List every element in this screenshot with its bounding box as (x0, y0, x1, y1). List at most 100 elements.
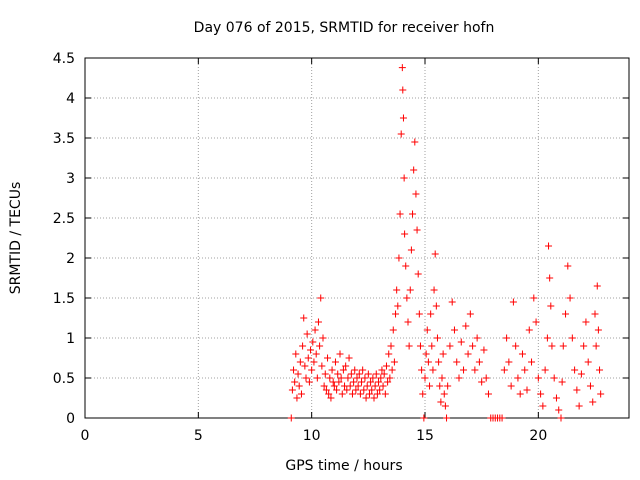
x-tick-label: 15 (416, 428, 434, 444)
data-point (405, 342, 413, 350)
data-point (593, 282, 601, 290)
data-point (418, 366, 426, 374)
data-point (406, 286, 414, 294)
data-point (453, 358, 461, 366)
data-point (394, 302, 402, 310)
data-point (333, 386, 341, 394)
data-point (450, 326, 458, 334)
data-point (403, 294, 411, 302)
data-point (552, 394, 560, 402)
data-point (318, 362, 326, 370)
data-point (304, 354, 312, 362)
data-point (440, 390, 448, 398)
data-point (291, 378, 299, 386)
data-point (591, 310, 599, 318)
data-point (575, 402, 583, 410)
data-point (435, 358, 443, 366)
x-tick-label: 10 (303, 428, 321, 444)
data-point (308, 366, 316, 374)
x-tick-label: 20 (529, 428, 547, 444)
data-point (396, 210, 404, 218)
data-point (364, 370, 372, 378)
data-point (326, 374, 334, 382)
data-point (528, 358, 536, 366)
data-point (430, 286, 438, 294)
data-point (594, 326, 602, 334)
data-point (514, 374, 522, 382)
data-point (379, 382, 387, 390)
data-point (321, 370, 329, 378)
data-point (369, 374, 377, 382)
data-point (287, 414, 295, 422)
data-point (568, 334, 576, 342)
data-point (370, 394, 378, 402)
y-axis-label: SRMTID / TECUs (8, 182, 24, 295)
data-point (397, 130, 405, 138)
data-point (539, 402, 547, 410)
data-point (393, 286, 401, 294)
y-tick-label: 4 (66, 91, 75, 107)
data-point (448, 298, 456, 306)
data-point (404, 318, 412, 326)
data-point (296, 358, 304, 366)
data-point (360, 386, 368, 394)
data-point (342, 362, 350, 370)
data-point (478, 378, 486, 386)
data-point (338, 390, 346, 398)
data-point (534, 374, 542, 382)
data-point (421, 374, 429, 382)
data-point (573, 386, 581, 394)
data-point (557, 414, 565, 422)
data-point (416, 342, 424, 350)
data-point (523, 386, 531, 394)
data-point (441, 402, 449, 410)
data-point (422, 350, 430, 358)
data-point (455, 374, 463, 382)
data-point (351, 366, 359, 374)
data-point (328, 366, 336, 374)
data-point (312, 350, 320, 358)
data-point (336, 350, 344, 358)
y-tick-label: 4.5 (53, 51, 75, 67)
y-tick-label: 1.5 (53, 291, 75, 307)
data-point (381, 390, 389, 398)
data-point (337, 374, 345, 382)
data-point (398, 64, 406, 72)
data-point (550, 374, 558, 382)
data-point (589, 398, 597, 406)
data-point (559, 342, 567, 350)
data-point (439, 350, 447, 358)
data-point (444, 382, 452, 390)
y-tick-label: 1 (66, 331, 75, 347)
data-point (303, 330, 311, 338)
data-point (372, 370, 380, 378)
data-point (310, 358, 318, 366)
data-point (460, 366, 468, 374)
data-point (400, 174, 408, 182)
data-point (503, 334, 511, 342)
data-point (516, 390, 524, 398)
data-point (335, 378, 343, 386)
data-point (543, 334, 551, 342)
data-point (457, 338, 465, 346)
y-tick-labels: 0 0.5 1 1.5 2 2.5 3 3.5 4 4.5 (53, 51, 75, 427)
data-point (300, 314, 308, 322)
data-point (314, 318, 322, 326)
data-point (562, 310, 570, 318)
data-point (375, 378, 383, 386)
data-point (433, 334, 441, 342)
data-point (294, 370, 302, 378)
data-point (438, 374, 446, 382)
data-point (412, 190, 420, 198)
data-point (482, 374, 490, 382)
data-point (571, 366, 579, 374)
data-point (347, 370, 355, 378)
data-point (320, 382, 328, 390)
data-point (317, 294, 325, 302)
data-point (313, 374, 321, 382)
data-point (437, 398, 445, 406)
data-point (362, 394, 370, 402)
data-point (545, 242, 553, 250)
data-point (530, 294, 538, 302)
